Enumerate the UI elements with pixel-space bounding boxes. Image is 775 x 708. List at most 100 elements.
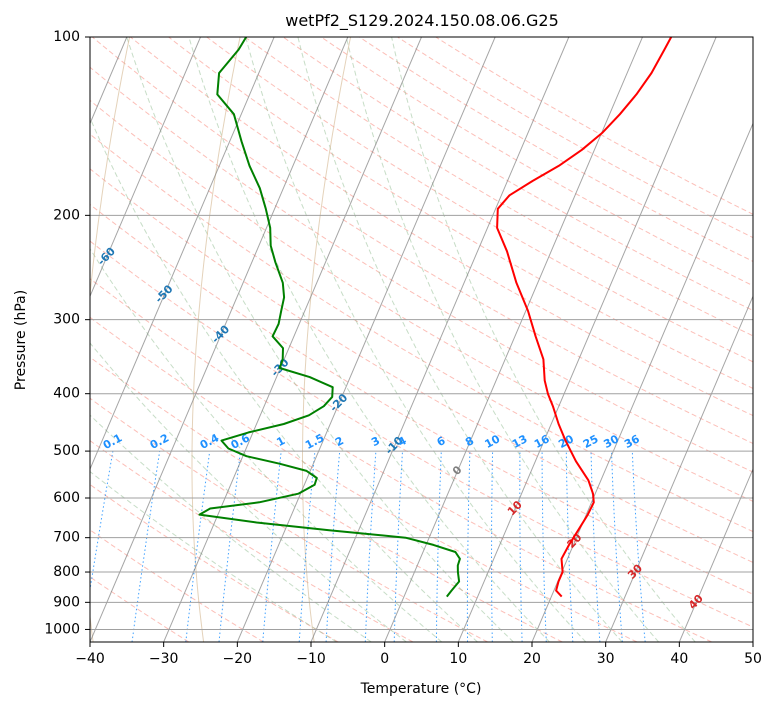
- curved-guide-line: [90, 37, 131, 642]
- y-tick-label: 100: [53, 29, 80, 45]
- mixing-ratio-line: [218, 451, 241, 642]
- mixing-ratio-label: 2: [333, 434, 346, 449]
- isotherm-label: 0: [450, 463, 465, 478]
- curved-guide-line: [302, 37, 352, 642]
- dry-adiabat: [90, 203, 753, 595]
- dry-adiabat: [320, 37, 753, 287]
- mixing-ratio-label: 0.4: [198, 431, 222, 452]
- mixing-ratio-line: [631, 451, 646, 642]
- dry-adiabat: [90, 133, 753, 533]
- mixing-ratio-label: 0.2: [148, 431, 171, 452]
- plot-frame: [89, 36, 754, 643]
- x-tick-label: 40: [670, 651, 688, 667]
- dry-adiabat: [282, 37, 753, 312]
- x-tick-label: −40: [75, 651, 105, 667]
- isotherm-line: [605, 295, 753, 642]
- y-tick-label: 700: [53, 530, 80, 546]
- dry-adiabat: [90, 529, 264, 642]
- moist-adiabat: [188, 37, 550, 642]
- isotherm-line: [384, 37, 643, 642]
- moist-adiabat: [90, 470, 337, 642]
- mixing-ratio-label: 6: [435, 434, 448, 449]
- mixing-ratio-label: 16: [532, 432, 552, 451]
- isotherm-label: 30: [625, 561, 645, 581]
- y-tick-label: 200: [53, 207, 80, 223]
- mixing-ratio-line: [90, 451, 114, 593]
- dry-adiabat: [90, 240, 753, 628]
- curved-guide-line: [191, 37, 241, 642]
- dewpoint-line: [198, 37, 461, 598]
- moist-adiabat: [297, 37, 623, 642]
- mixing-ratio-line: [364, 451, 377, 642]
- dry-adiabat: [90, 356, 563, 642]
- y-tick-label: 900: [53, 594, 80, 610]
- moist-adiabat: [245, 37, 587, 642]
- mixing-ratio-line: [298, 451, 316, 642]
- isotherm-label: -80: [0, 150, 11, 174]
- y-axis-label: Pressure (hPa): [13, 290, 29, 390]
- mixing-ratio-line: [590, 451, 601, 642]
- x-tick-label: −30: [149, 651, 179, 667]
- dry-adiabat: [90, 397, 488, 642]
- isotherm-label: -40: [209, 322, 232, 346]
- dry-adiabat: [206, 37, 753, 363]
- mixing-ratio-line: [185, 451, 211, 642]
- moist-adiabat: [90, 342, 407, 642]
- x-tick-label: 10: [449, 651, 467, 667]
- isotherm-line: [163, 37, 422, 642]
- isotherm-line: [678, 467, 753, 642]
- isotherm-line: [310, 37, 570, 642]
- mixing-ratio-label: 8: [463, 434, 476, 449]
- chart-title: wetPf2_S129.2024.150.08.06.G25: [285, 11, 559, 31]
- mixing-ratio-label: 25: [581, 432, 601, 451]
- x-tick-label: −10: [296, 651, 326, 667]
- x-tick-label: −20: [223, 651, 253, 667]
- dry-adiabat: [90, 316, 638, 642]
- dry-adiabat: [130, 37, 753, 417]
- mixing-ratio-label: 10: [483, 432, 503, 451]
- temperature-line: [496, 37, 673, 598]
- mixing-ratio-label: 1: [275, 434, 288, 449]
- isotherm-label: -20: [327, 391, 350, 415]
- x-axis-label: Temperature (°C): [360, 681, 482, 697]
- x-tick-label: 20: [523, 651, 541, 667]
- mixing-ratio-label: 1.5: [303, 431, 326, 452]
- isotherm-line: [90, 37, 349, 642]
- isotherm-line: [90, 37, 275, 471]
- mixing-ratio-label: 36: [622, 432, 642, 451]
- dry-adiabat: [90, 168, 753, 563]
- mixing-ratio-line: [262, 451, 282, 642]
- dry-adiabat: [435, 37, 753, 215]
- x-tick-label: 0: [380, 651, 389, 667]
- moist-adiabat: [90, 116, 478, 642]
- isotherm-line: [457, 37, 717, 642]
- mixing-ratio-label: 13: [510, 432, 530, 451]
- isotherm-label: 10: [505, 498, 525, 518]
- x-tick-label: 50: [744, 651, 762, 667]
- mixing-ratio-label: 3: [369, 434, 382, 449]
- moist-adiabat: [345, 37, 659, 642]
- mixing-ratio-line: [490, 451, 494, 642]
- moist-adiabat: [90, 247, 443, 642]
- dry-adiabat: [90, 483, 339, 642]
- isotherm-label: 40: [686, 592, 706, 612]
- isotherm-line: [752, 640, 753, 642]
- dry-adiabat: [90, 440, 414, 642]
- moist-adiabat: [391, 37, 696, 642]
- mixing-ratio-label: 30: [601, 432, 621, 451]
- isotherm-line: [531, 122, 753, 642]
- y-tick-label: 400: [53, 386, 80, 402]
- moist-adiabat: [90, 414, 372, 642]
- isotherm-label: -50: [152, 282, 175, 306]
- isotherm-line: [90, 37, 201, 298]
- isotherm-line: [236, 37, 496, 642]
- y-tick-label: 300: [53, 312, 80, 328]
- dry-adiabat: [90, 278, 712, 642]
- y-tick-label: 500: [53, 443, 80, 459]
- y-tick-label: 600: [53, 490, 80, 506]
- dry-adiabat: [244, 37, 753, 337]
- dry-adiabat: [359, 37, 753, 262]
- y-tick-label: 1000: [44, 621, 80, 637]
- x-tick-label: 30: [597, 651, 615, 667]
